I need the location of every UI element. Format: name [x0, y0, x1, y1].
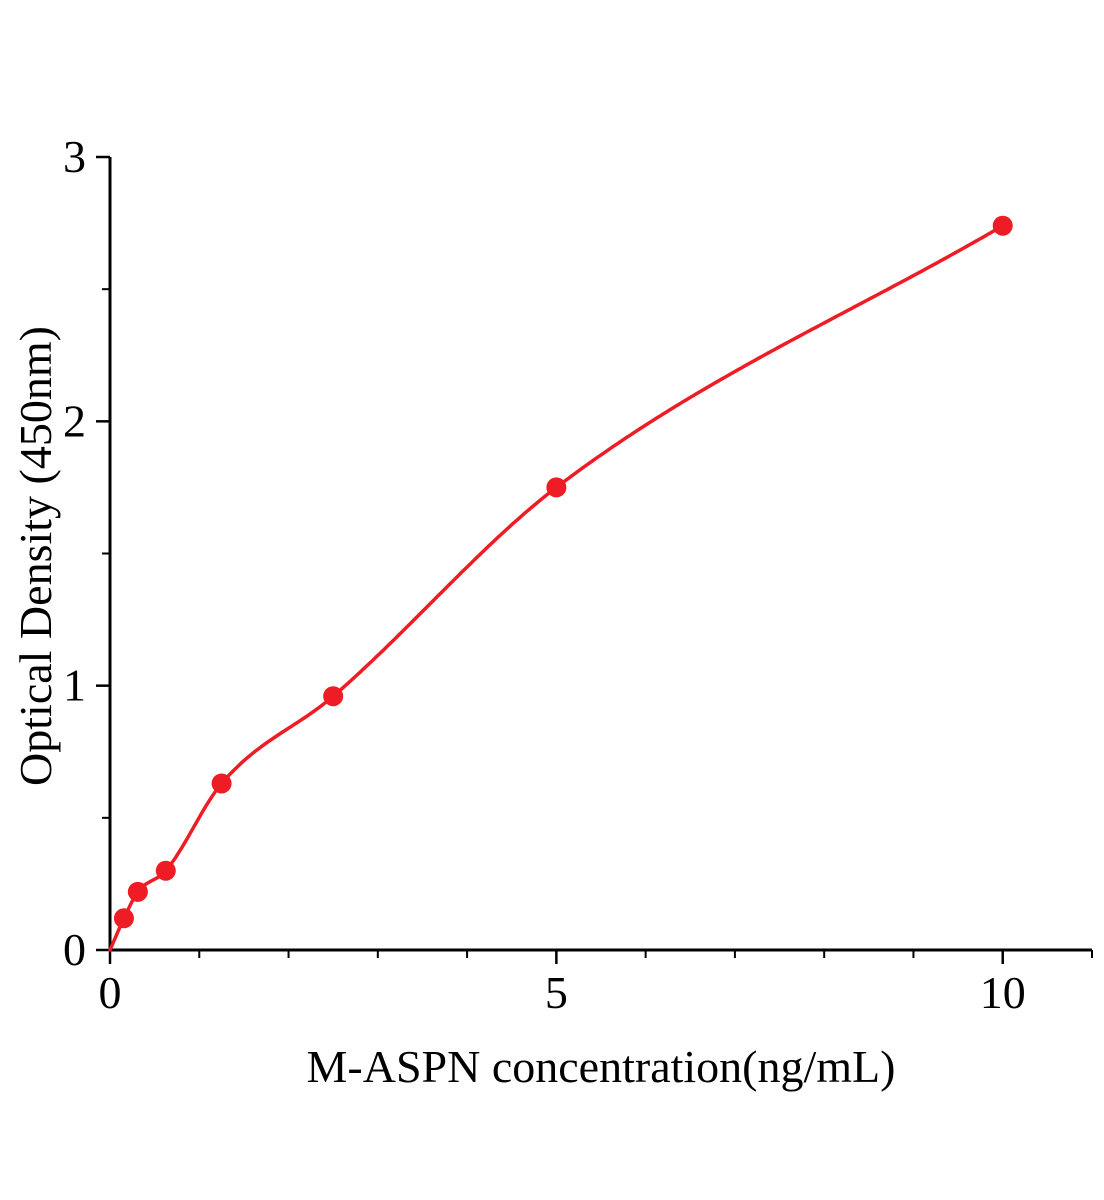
y-tick-label: 1	[63, 660, 86, 711]
data-point	[127, 881, 148, 902]
y-tick-label: 3	[63, 131, 86, 182]
data-point	[155, 860, 176, 881]
fitted-curve	[108, 223, 1005, 952]
data-point	[113, 908, 134, 929]
y-tick-label: 2	[63, 395, 86, 446]
y-axis-title: Optical Density (450nm)	[10, 326, 61, 786]
x-tick-label: 10	[980, 967, 1026, 1018]
data-point	[323, 686, 344, 707]
x-tick-label: 0	[99, 967, 122, 1018]
data-point	[992, 215, 1013, 236]
x-tick-label: 5	[545, 967, 568, 1018]
y-tick-label: 0	[63, 924, 86, 975]
data-point	[211, 773, 232, 794]
x-axis-title: M-ASPN concentration(ng/mL)	[306, 1041, 896, 1092]
data-point	[546, 477, 567, 498]
